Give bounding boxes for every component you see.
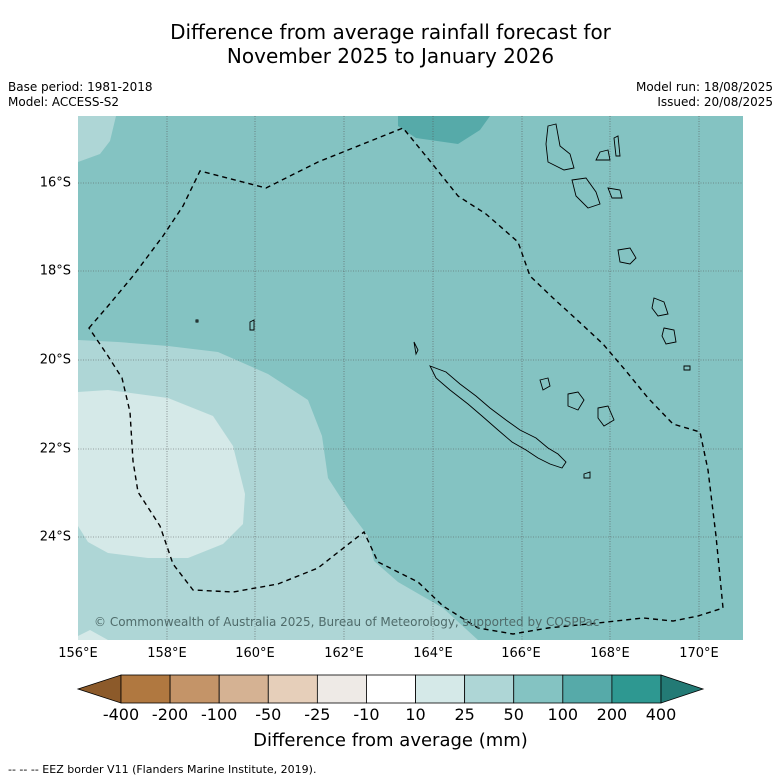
forecast-map: © Commonwealth of Australia 2025, Bureau… <box>78 116 743 640</box>
loyalty-island-2 <box>567 391 585 411</box>
colorbar-box <box>562 674 613 704</box>
colorbar-tick-label: 10 <box>405 705 426 724</box>
colorbar-tick-label: -200 <box>151 705 189 724</box>
colorbar-box <box>366 674 416 704</box>
vanuatu-pentecost <box>595 149 611 161</box>
colorbar-box <box>415 674 466 704</box>
new-caledonia <box>429 365 567 469</box>
vanuatu-aneityum <box>683 365 691 371</box>
lon-label-164e: 164°E <box>413 646 453 661</box>
colorbar-tick-label: -400 <box>102 705 140 724</box>
map-title: Difference from average rainfall forecas… <box>0 20 781 68</box>
small-island-b <box>195 319 199 323</box>
gridlines <box>78 116 743 640</box>
colorbar-tick-label: 100 <box>547 705 579 724</box>
lat-label-18s: 18°S <box>39 263 71 279</box>
lon-label-160e: 160°E <box>235 646 275 661</box>
zone-10-25 <box>78 390 245 558</box>
colorbar-tick-label: -10 <box>353 705 380 724</box>
vanuatu-tanna <box>661 327 677 345</box>
colorbar-box <box>464 674 515 704</box>
lon-label-166e: 166°E <box>501 646 541 661</box>
colorbar-tick-label: -25 <box>304 705 331 724</box>
lon-label-168e: 168°E <box>590 646 630 661</box>
colorbar-box <box>169 674 220 704</box>
vanuatu-espiritu-santo <box>545 123 575 171</box>
lon-label-158e: 158°E <box>147 646 187 661</box>
meta-right: Model run: 18/08/2025 Issued: 20/08/2025 <box>636 80 773 110</box>
issued-date: Issued: 20/08/2025 <box>657 95 773 109</box>
base-period: Base period: 1981-2018 <box>8 80 153 94</box>
zone-100-200-top <box>398 116 490 144</box>
vanuatu-ambrym <box>607 187 623 199</box>
title-line-2: November 2025 to January 2026 <box>226 44 555 68</box>
zone-bottomleft <box>78 630 108 640</box>
colorbar <box>76 674 705 704</box>
lat-label-22s: 22°S <box>39 441 71 457</box>
colorbar-extend-high <box>660 674 705 704</box>
model-run: Model run: 18/08/2025 <box>635 80 773 94</box>
colorbar-box <box>267 674 318 704</box>
colorbar-tick-label: 50 <box>503 705 524 724</box>
lat-label-24s: 24°S <box>39 529 71 545</box>
loyalty-island-1 <box>539 377 551 391</box>
loyalty-island-3 <box>597 405 615 427</box>
vanuatu-efate <box>617 247 637 265</box>
meta-left: Base period: 1981-2018 Model: ACCESS-S2 <box>8 80 153 110</box>
colorbar-extend-low <box>76 674 122 704</box>
eez-border <box>88 127 724 635</box>
colorbar-tick-label: -50 <box>255 705 282 724</box>
colorbar-box <box>120 674 171 704</box>
vanuatu-erromango <box>651 297 669 317</box>
colorbar-box <box>316 674 367 704</box>
lon-label-156e: 156°E <box>58 646 98 661</box>
lat-label-20s: 20°S <box>39 352 71 368</box>
colorbar-box <box>611 674 662 704</box>
model-name: Model: ACCESS-S2 <box>8 95 120 109</box>
vanuatu-malekula <box>571 177 601 209</box>
zone-25-50-topleft <box>78 116 116 162</box>
colorbar-tick-label: 25 <box>454 705 475 724</box>
belep <box>413 341 419 356</box>
ile-des-pins <box>583 471 591 479</box>
colorbar-box <box>513 674 564 704</box>
vanuatu-maewo <box>613 135 621 157</box>
small-island-a <box>249 319 255 331</box>
eez-footnote: -- -- -- EEZ border V11 (Flanders Marine… <box>8 763 317 776</box>
islands <box>195 123 691 479</box>
colorbar-box <box>218 674 269 704</box>
colorbar-tick-label: -100 <box>201 705 238 724</box>
copyright-text: © Commonwealth of Australia 2025, Bureau… <box>94 615 599 629</box>
colorbar-tick-label: 200 <box>596 705 628 724</box>
colorbar-tick-label: 400 <box>645 705 677 724</box>
lon-label-162e: 162°E <box>324 646 364 661</box>
colorbar-title: Difference from average (mm) <box>253 730 528 751</box>
title-line-1: Difference from average rainfall forecas… <box>170 20 611 44</box>
lat-label-16s: 16°S <box>39 175 71 191</box>
lon-label-170e: 170°E <box>679 646 719 661</box>
